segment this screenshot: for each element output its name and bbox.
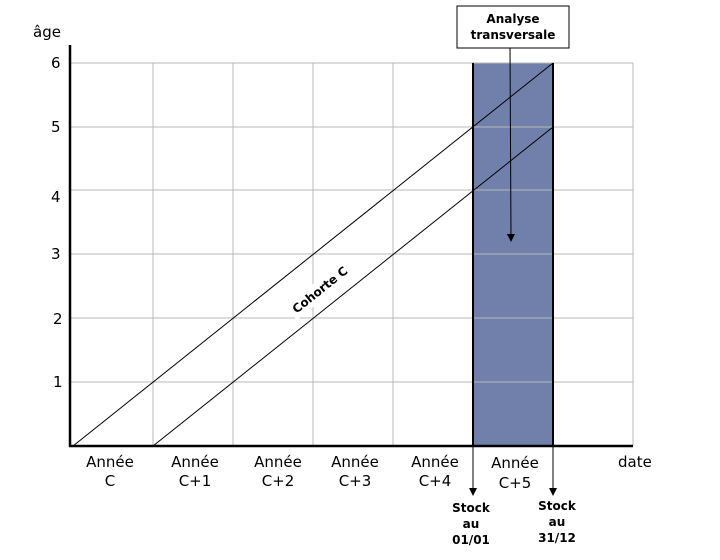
y-tick-5: 5 bbox=[51, 118, 61, 136]
x-category-5-line1: Année bbox=[491, 454, 539, 472]
y-tick-4: 4 bbox=[51, 188, 61, 206]
x-category-4-line1: Année bbox=[411, 453, 459, 471]
cohort-label-bg bbox=[285, 259, 355, 321]
x-category-4-line2: C+4 bbox=[419, 472, 452, 490]
stock-start-line2: au bbox=[463, 517, 480, 531]
stock-start-line1: Stock bbox=[452, 501, 491, 515]
x-category-2-line1: Année bbox=[254, 453, 302, 471]
y-tick-6: 6 bbox=[51, 54, 61, 72]
x-category-5-line2: C+5 bbox=[499, 474, 532, 492]
x-category-3-line2: C+3 bbox=[339, 472, 372, 490]
stock-end-line3: 31/12 bbox=[538, 531, 576, 545]
transversal-label-line1: Analyse bbox=[486, 12, 539, 26]
cohort-line-start bbox=[72, 62, 554, 447]
cohort-label: Cohorte C bbox=[290, 264, 351, 317]
x-category-1-line2: C+1 bbox=[179, 472, 212, 490]
y-tick-3: 3 bbox=[51, 245, 61, 263]
transversal-arrow bbox=[506, 47, 515, 242]
y-axis-label: âge bbox=[33, 23, 61, 41]
x-category-0-line1: Année bbox=[86, 453, 134, 471]
cohort-line-end bbox=[152, 126, 554, 447]
stock-end-line1: Stock bbox=[538, 499, 577, 513]
stock-end-line2: au bbox=[549, 515, 566, 529]
y-tick-2: 2 bbox=[53, 310, 63, 328]
x-category-3-line1: Année bbox=[331, 453, 379, 471]
x-category-1-line1: Année bbox=[171, 453, 219, 471]
x-category-2-line2: C+2 bbox=[262, 472, 295, 490]
transversal-box bbox=[456, 5, 570, 49]
x-category-0-line2: C bbox=[105, 472, 115, 490]
x-axis-label: date bbox=[618, 453, 652, 471]
stock-start-line3: 01/01 bbox=[452, 533, 490, 547]
y-tick-1: 1 bbox=[53, 373, 63, 391]
transversal-label-line2: transversale bbox=[471, 28, 556, 42]
